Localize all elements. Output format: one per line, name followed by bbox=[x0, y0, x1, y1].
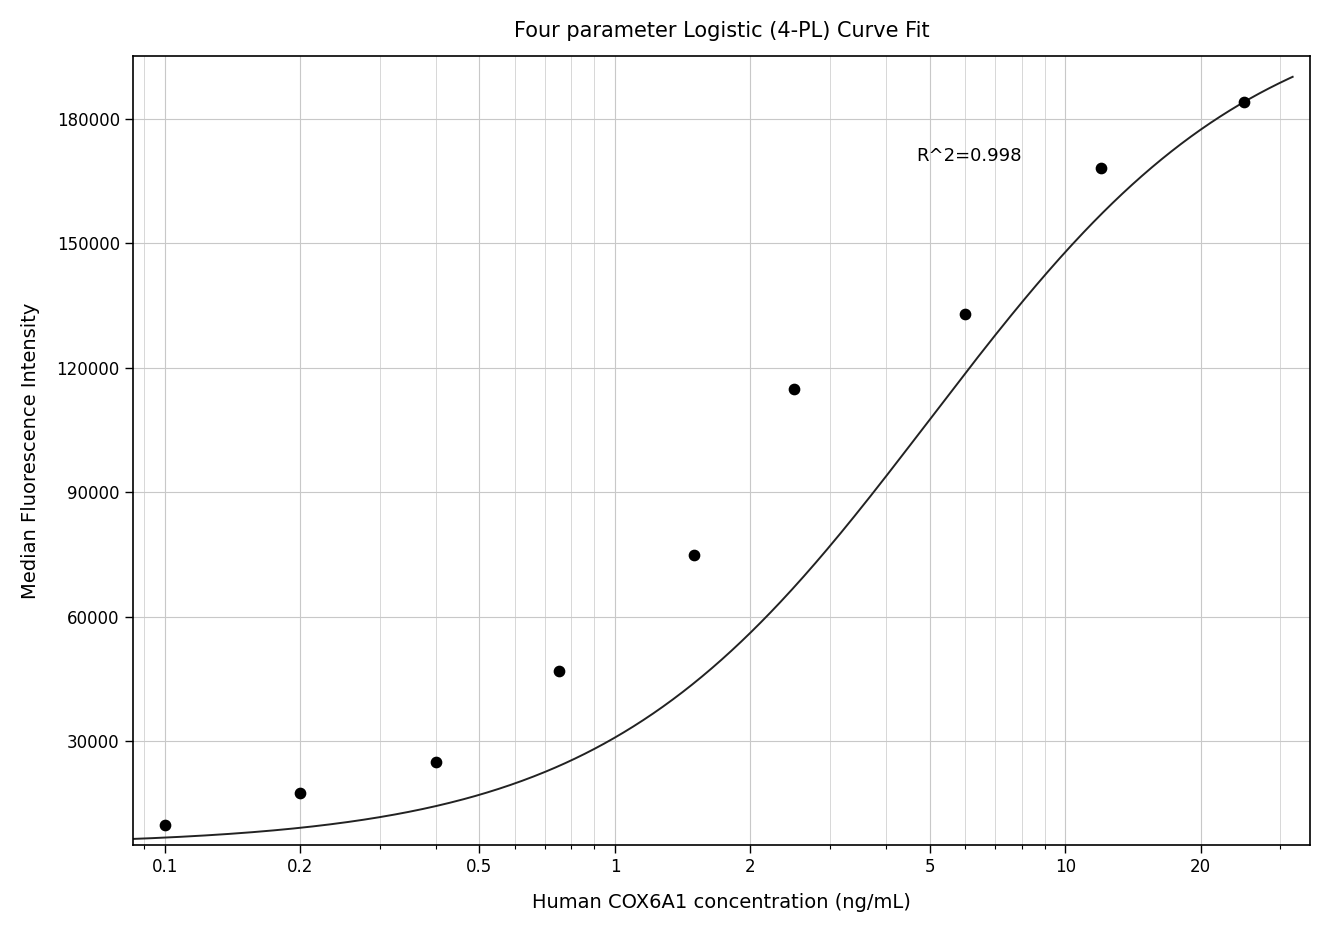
Point bbox=[290, 786, 311, 801]
Point bbox=[1090, 160, 1111, 175]
X-axis label: Human COX6A1 concentration (ng/mL): Human COX6A1 concentration (ng/mL) bbox=[532, 893, 910, 912]
Point bbox=[548, 663, 570, 678]
Point bbox=[154, 817, 176, 832]
Y-axis label: Median Fluorescence Intensity: Median Fluorescence Intensity bbox=[21, 302, 40, 599]
Point bbox=[784, 381, 805, 396]
Point bbox=[954, 306, 976, 321]
Text: R^2=0.998: R^2=0.998 bbox=[916, 147, 1021, 165]
Point bbox=[1234, 94, 1255, 109]
Point bbox=[684, 547, 705, 562]
Title: Four parameter Logistic (4-PL) Curve Fit: Four parameter Logistic (4-PL) Curve Fit bbox=[514, 21, 929, 41]
Point bbox=[425, 755, 446, 770]
